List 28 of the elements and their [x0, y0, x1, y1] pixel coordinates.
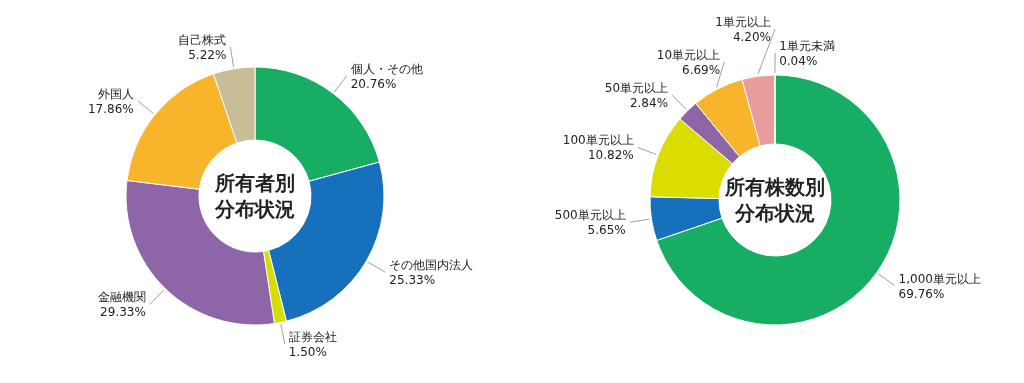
data-label: 5.22% [188, 48, 227, 63]
slice-label: 金融機関 [97, 290, 146, 305]
data-label: 0.04% [779, 54, 818, 68]
slice-label: 500単元以上 [554, 208, 626, 223]
data-label: 1.50% [288, 345, 327, 360]
data-label: 69.76% [898, 286, 945, 301]
data-label: 17.86% [87, 101, 134, 116]
slice-label: その他国内法人 [389, 258, 474, 273]
data-label: 20.76% [350, 76, 397, 91]
data-label: 4.20% [732, 30, 771, 45]
slice-label: 1単元以上 [715, 15, 771, 30]
slice-label: 証券会社 [288, 330, 337, 345]
slice-label: 100単元以上 [562, 133, 634, 148]
data-label: 5.65% [587, 223, 626, 238]
slice-label: 外国人 [97, 86, 134, 101]
slice-label: 1単元未満 [779, 39, 835, 53]
data-label: 29.33% [100, 305, 146, 320]
slice-label: 1,000単元以上 [898, 271, 981, 286]
slice-label: 個人・その他 [350, 61, 423, 76]
data-label: 6.69% [682, 63, 721, 78]
data-label: 25.33% [389, 273, 436, 288]
text: 所有者別分布状況 [214, 171, 295, 221]
slice-label: 自己株式 [178, 33, 227, 48]
slice-label: 50単元以上 [604, 81, 669, 96]
data-label: 2.84% [629, 96, 669, 111]
slice-label: 10単元以上 [656, 48, 721, 63]
data-label: 10.82% [587, 148, 634, 163]
text: 所有株数別分布状況 [724, 175, 825, 225]
